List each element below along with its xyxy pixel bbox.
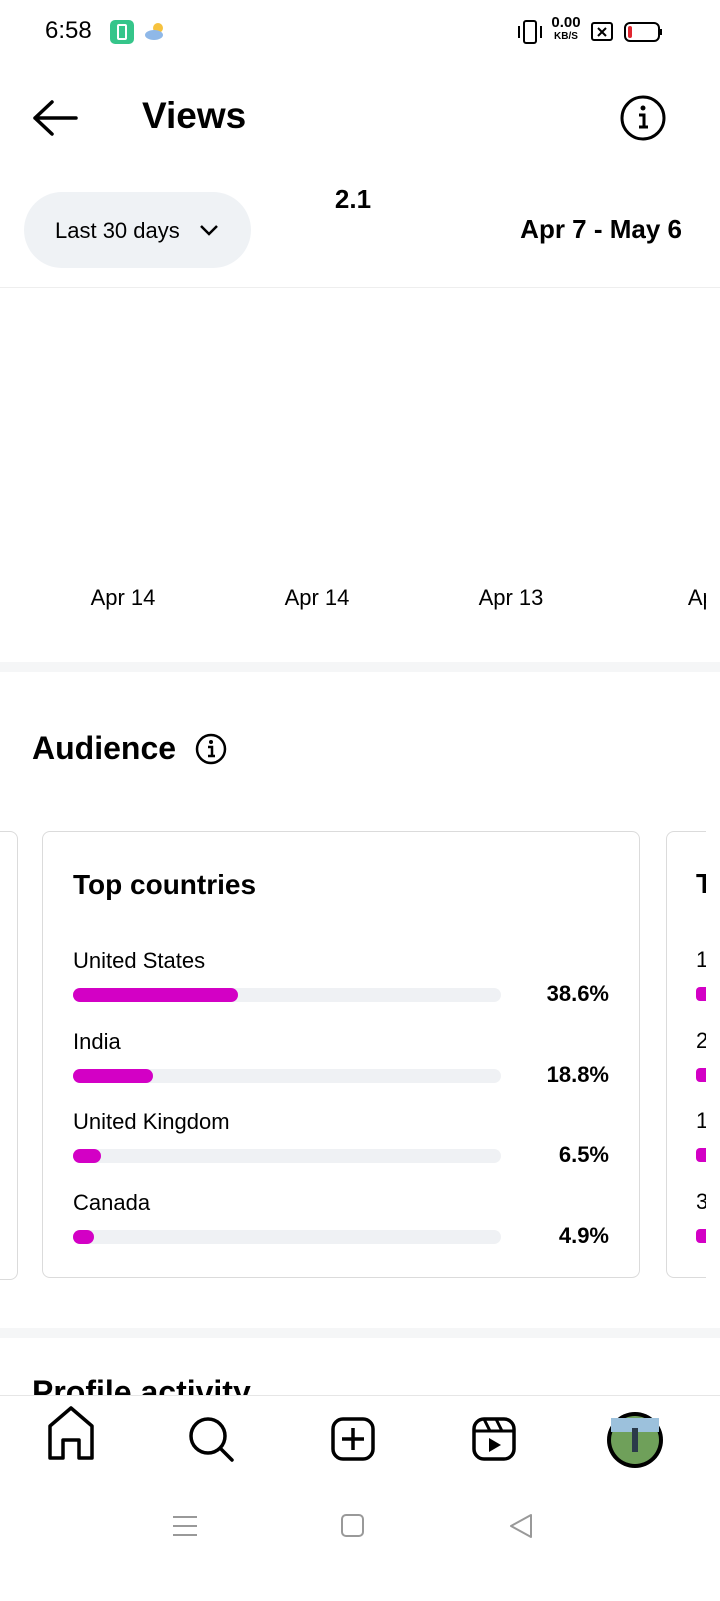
next-row-label: 1 xyxy=(696,947,706,972)
next-section-clip: Profile activity xyxy=(0,1360,720,1395)
home-tab[interactable] xyxy=(48,1406,94,1460)
bar-track xyxy=(73,1149,501,1163)
view-count: 2.1 xyxy=(318,172,388,226)
chevron-down xyxy=(200,225,218,236)
reel-date: Apr 13 xyxy=(478,585,544,610)
back-button[interactable] xyxy=(30,98,80,138)
country-share: 4.9% xyxy=(558,1222,609,1248)
page-title: Views xyxy=(142,95,247,136)
section-separator xyxy=(0,662,720,672)
clock: 6:58 xyxy=(45,17,92,44)
country-share: 18.8% xyxy=(546,1061,609,1087)
next-card-frame xyxy=(666,831,706,1278)
status-icons-right xyxy=(591,22,663,42)
reel-icon xyxy=(662,16,692,46)
next-row-bar xyxy=(696,1067,706,1082)
audience-info[interactable] xyxy=(194,732,228,766)
reel-date: Apr xyxy=(687,585,706,610)
bar-track xyxy=(73,1068,501,1083)
vibrate-icon xyxy=(518,20,542,44)
country-share: 38.6% xyxy=(546,981,609,1006)
bar-track xyxy=(73,988,501,1002)
reel-date: Apr 14 xyxy=(284,585,350,610)
next-row-label: 1 xyxy=(696,1108,706,1133)
bottom-nav xyxy=(0,1395,720,1601)
country-name: India xyxy=(73,1028,121,1054)
country-name: United States xyxy=(73,948,206,973)
reel-date: Apr 14 xyxy=(90,585,156,610)
system-nav xyxy=(173,1514,532,1538)
bar xyxy=(73,1068,154,1083)
create-tab[interactable] xyxy=(331,1417,375,1461)
net-speed-value: 0.00 xyxy=(551,14,581,31)
next-row-label: 2 xyxy=(696,1027,706,1053)
status-icons-left xyxy=(110,20,163,44)
profile-tab[interactable] xyxy=(607,1412,663,1468)
next-card: T 1 2 1 3 xyxy=(666,831,706,1278)
reels-carousel: 3.1KApr 142.9KApr 142.2KApr 132.1Apr xyxy=(0,0,706,640)
search-tab[interactable] xyxy=(189,1417,234,1462)
section-separator xyxy=(0,1328,720,1338)
net-speed-unit: KB/S xyxy=(554,31,578,42)
next-card-title: T xyxy=(696,868,706,899)
next-row-label: 3 xyxy=(696,1188,706,1214)
previous-card xyxy=(0,831,18,1280)
nav-icons xyxy=(48,1406,663,1468)
info-button[interactable] xyxy=(619,94,667,142)
bar-track xyxy=(73,1229,501,1244)
date-range: Apr 7 - May 6 xyxy=(520,214,682,244)
period-selector[interactable]: Last 30 days xyxy=(24,192,251,268)
period-label: Last 30 days xyxy=(55,218,180,243)
next-row-bar xyxy=(696,1228,706,1243)
bar xyxy=(73,1229,94,1244)
country-share: 6.5% xyxy=(558,1142,609,1167)
bar xyxy=(73,988,239,1002)
country-name: United Kingdom xyxy=(73,1109,230,1134)
reels-tab[interactable] xyxy=(472,1417,516,1461)
card-title: Top countries xyxy=(73,869,257,900)
top-countries-card: Top countries United States 38.6% India 18.… xyxy=(42,831,640,1278)
next-row-bar xyxy=(696,987,706,1001)
audience-title: Audience xyxy=(32,730,177,766)
country-name: Canada xyxy=(73,1189,151,1215)
next-row-bar xyxy=(696,1148,706,1162)
profile-activity-title: Profile activity xyxy=(32,1374,251,1395)
net-speed: 0.00 KB/S xyxy=(548,14,584,44)
divider xyxy=(0,287,720,288)
bar xyxy=(73,1149,101,1163)
